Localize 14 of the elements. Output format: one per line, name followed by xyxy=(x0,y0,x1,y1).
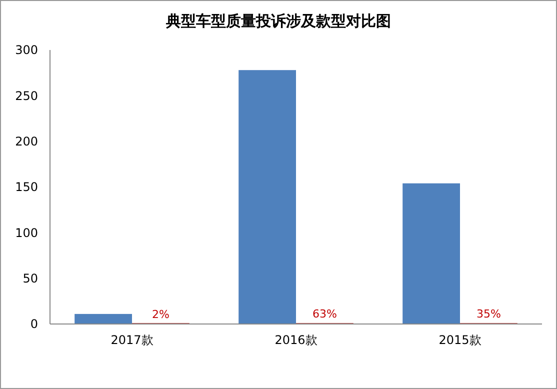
y-tick-label: 200 xyxy=(15,134,38,149)
x-tick-label: 2015款 xyxy=(438,333,482,347)
x-tick-label: 2017款 xyxy=(110,333,154,347)
y-tick-label: 50 xyxy=(22,272,38,286)
data-label: 35% xyxy=(476,308,501,321)
y-tick-label: 100 xyxy=(15,226,38,240)
chart-title: 典型车型质量投诉涉及款型对比图 xyxy=(165,12,391,30)
y-tick-label: 0 xyxy=(30,317,38,332)
y-tick-label: 250 xyxy=(15,88,38,103)
x-tick-label: 2016款 xyxy=(274,333,318,347)
data-label: 2% xyxy=(152,308,170,321)
y-tick-label: 300 xyxy=(15,43,38,58)
data-label: 63% xyxy=(312,307,337,320)
y-tick-label: 150 xyxy=(15,180,38,194)
